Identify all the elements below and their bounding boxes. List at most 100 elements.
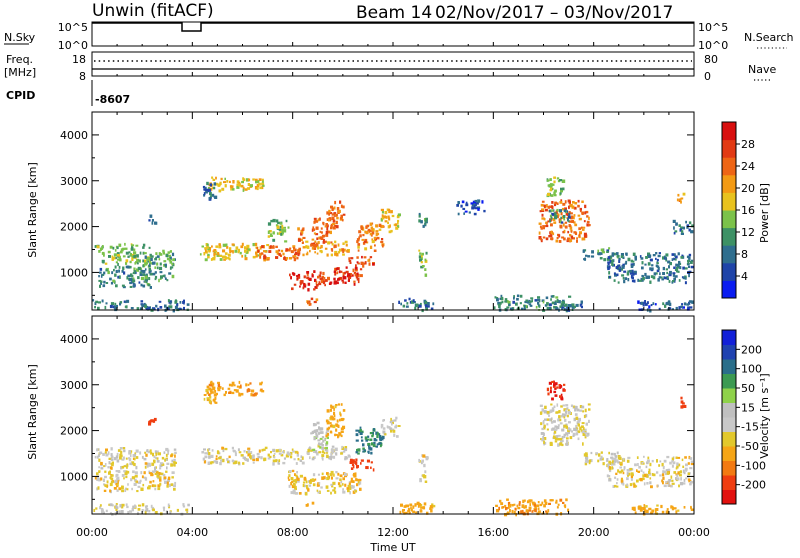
power-cell bbox=[336, 216, 339, 220]
power-cell bbox=[289, 247, 292, 250]
power-cell bbox=[665, 268, 668, 271]
velocity-cell bbox=[623, 467, 626, 471]
velocity-cell bbox=[157, 484, 161, 487]
velocity-cell bbox=[586, 459, 590, 463]
velocity-cell bbox=[234, 451, 237, 455]
power-cell bbox=[683, 302, 687, 306]
velocity-cell bbox=[359, 487, 362, 491]
power-cell bbox=[133, 270, 136, 273]
velocity-cell bbox=[103, 465, 106, 468]
power-cell bbox=[342, 253, 345, 256]
velocity-cell bbox=[228, 391, 232, 394]
velocity-cell bbox=[419, 503, 421, 507]
power-cell bbox=[473, 205, 476, 209]
velocity-cell bbox=[660, 504, 663, 509]
power-cell bbox=[613, 252, 616, 256]
power-cell bbox=[375, 224, 379, 228]
velocity-cell bbox=[144, 509, 148, 513]
power-cell bbox=[496, 298, 499, 302]
velocity-cell bbox=[324, 438, 326, 441]
power-cell bbox=[164, 277, 167, 280]
velocity-cell bbox=[355, 458, 358, 462]
power-colorbar-swatch bbox=[722, 280, 736, 299]
power-cell bbox=[144, 275, 148, 279]
velocity-cell bbox=[559, 422, 563, 425]
power-cell bbox=[319, 277, 323, 281]
velocity-cell bbox=[648, 468, 651, 472]
power-cell bbox=[164, 304, 167, 308]
power-cell bbox=[510, 307, 513, 310]
power-cell bbox=[162, 249, 165, 253]
power-cell bbox=[136, 262, 139, 265]
velocity-cell bbox=[288, 474, 291, 477]
power-cell bbox=[356, 272, 359, 275]
power-cell bbox=[342, 250, 345, 254]
power-cell bbox=[325, 230, 329, 235]
power-cell bbox=[344, 281, 347, 284]
power-cell bbox=[560, 212, 563, 216]
power-cell bbox=[583, 234, 587, 238]
power-cell bbox=[622, 277, 625, 280]
velocity-cell bbox=[563, 504, 567, 507]
power-cell bbox=[580, 305, 583, 309]
power-cell bbox=[131, 257, 134, 261]
power-cell bbox=[419, 252, 422, 255]
velocity-cell bbox=[564, 418, 567, 422]
power-cell bbox=[259, 255, 262, 259]
velocity-cell bbox=[259, 382, 263, 386]
power-feature bbox=[418, 212, 428, 228]
power-cell bbox=[168, 258, 172, 262]
power-feature bbox=[207, 176, 265, 193]
power-cell bbox=[149, 262, 152, 265]
power-cell bbox=[471, 206, 475, 210]
velocity-cell bbox=[690, 508, 694, 511]
power-cell bbox=[688, 300, 692, 303]
power-cell bbox=[341, 248, 345, 252]
power-cell bbox=[371, 238, 373, 241]
power-colorbar-tick-label: 8 bbox=[741, 248, 748, 261]
power-cell bbox=[579, 207, 582, 211]
velocity-cell bbox=[140, 471, 143, 475]
velocity-cell bbox=[363, 449, 366, 452]
power-cell bbox=[647, 275, 650, 279]
velocity-cell bbox=[676, 474, 679, 478]
power-cell bbox=[284, 240, 288, 243]
power-cell bbox=[546, 302, 549, 306]
velocity-cell bbox=[630, 472, 634, 476]
velocity-cell bbox=[670, 484, 673, 488]
power-cell bbox=[313, 270, 316, 273]
velocity-cell bbox=[574, 408, 577, 412]
power-cell bbox=[326, 218, 330, 221]
velocity-cell bbox=[390, 417, 392, 422]
velocity-cell bbox=[609, 466, 611, 469]
power-cell bbox=[283, 229, 287, 233]
velocity-cell bbox=[312, 483, 316, 487]
power-cell bbox=[342, 205, 345, 209]
power-cell bbox=[584, 204, 587, 209]
velocity-cell bbox=[558, 410, 561, 414]
power-cell bbox=[339, 277, 342, 280]
velocity-feature bbox=[94, 447, 177, 470]
velocity-cell bbox=[158, 472, 161, 476]
power-cell bbox=[133, 251, 137, 254]
power-cell bbox=[204, 247, 207, 250]
velocity-cell bbox=[210, 454, 214, 458]
velocity-cell bbox=[100, 461, 103, 466]
power-cell bbox=[281, 231, 284, 235]
power-cell bbox=[341, 218, 344, 222]
velocity-cell bbox=[348, 482, 351, 486]
power-cell bbox=[230, 185, 234, 189]
power-cell bbox=[282, 252, 285, 256]
power-cell bbox=[364, 238, 368, 242]
velocity-cell bbox=[682, 465, 685, 468]
power-cell bbox=[481, 200, 484, 204]
power-cell bbox=[639, 279, 642, 282]
power-cell bbox=[122, 255, 126, 258]
power-cell bbox=[607, 262, 610, 266]
velocity-cell bbox=[553, 390, 557, 394]
velocity-cell bbox=[211, 449, 214, 452]
power-cell bbox=[297, 250, 300, 254]
velocity-cell bbox=[296, 453, 299, 457]
velocity-cell bbox=[147, 462, 151, 466]
power-cell bbox=[346, 249, 349, 253]
